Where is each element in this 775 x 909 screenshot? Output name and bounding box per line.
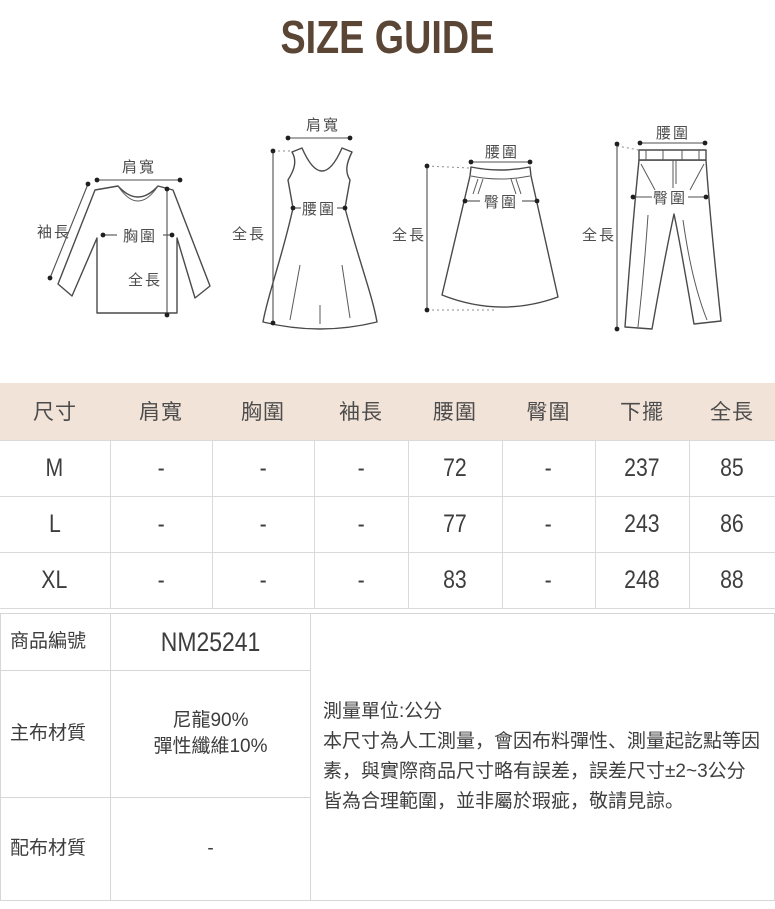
top-length-label: 全長 [128, 271, 162, 289]
lining-fabric-value: - [111, 798, 311, 900]
table-row-m: M - - - 72 - 237 85 [0, 439, 775, 496]
dress-garment-drawing: 肩寬 腰圍 全長 [232, 116, 378, 330]
m-hip: - [544, 453, 553, 482]
top-sleeve-label: 袖長 [37, 224, 71, 241]
header-shoulder: 肩寬 [110, 383, 212, 440]
header-sleeve: 袖長 [314, 383, 408, 440]
xl-waist: 83 [443, 565, 467, 594]
m-waist: 72 [443, 453, 467, 482]
skirt-garment-drawing: 腰圍 臀圍 全長 [392, 144, 559, 313]
l-hem: 243 [624, 509, 660, 538]
header-waist: 腰圍 [408, 383, 502, 440]
item-number-label: 商品編號 [1, 614, 111, 671]
pants-length-label: 全長 [582, 226, 616, 244]
xl-length: 88 [720, 565, 745, 594]
header-hem: 下擺 [595, 383, 689, 440]
dress-length-label: 全長 [232, 225, 266, 243]
m-hem: 237 [624, 453, 660, 482]
lining-fabric-label: 配布材質 [1, 798, 111, 900]
pants-garment-drawing: 腰圍 臀圍 全長 [582, 125, 722, 332]
m-sleeve: - [357, 453, 365, 482]
m-chest: - [259, 453, 267, 482]
top-chest-label: 胸圍 [123, 228, 157, 245]
size-table: 尺寸 肩寬 胸圍 袖長 腰圍 臀圍 下擺 全長 M - - - 72 - 237… [0, 383, 775, 609]
xl-chest: - [259, 565, 267, 594]
measurement-note: 測量單位:公分 本尺寸為人工測量，會因布料彈性、測量起訖點等因素，與實際商品尺寸… [311, 614, 774, 900]
skirt-waist-label: 腰圍 [485, 144, 519, 161]
header-size: 尺寸 [0, 383, 110, 440]
product-info-table: 商品編號 NM25241 主布材質 尼龍90% 彈性纖維10% 配布材質 - 測… [0, 613, 775, 901]
dress-waist-label: 腰圍 [302, 201, 336, 218]
size-xl: XL [41, 565, 68, 594]
item-number-value: NM25241 [160, 626, 261, 657]
m-shoulder: - [157, 453, 165, 482]
l-chest: - [259, 509, 267, 538]
main-fabric-value: 尼龍90% 彈性纖維10% [153, 708, 267, 759]
xl-sleeve: - [357, 565, 365, 594]
page-title-wrap: SIZE GUIDE [0, 12, 775, 63]
size-table-header: 尺寸 肩寬 胸圍 袖長 腰圍 臀圍 下擺 全長 [0, 383, 775, 440]
measurement-unit-line: 測量單位:公分 [323, 701, 443, 722]
l-sleeve: - [357, 509, 365, 538]
pants-garment-diagram: 腰圍 臀圍 全長 [575, 110, 775, 345]
xl-shoulder: - [157, 565, 165, 594]
size-l: L [48, 509, 61, 538]
table-row-xl: XL - - - 83 - 248 88 [0, 551, 775, 609]
xl-hip: - [544, 565, 553, 594]
top-garment-diagram: 肩寬 袖長 胸圍 全長 [20, 110, 220, 345]
l-length: 86 [720, 509, 745, 538]
size-m: M [45, 453, 64, 482]
pants-waist-label: 腰圍 [656, 125, 690, 142]
skirt-hip-label: 臀圍 [484, 194, 518, 211]
main-fabric-label: 主布材質 [1, 671, 111, 798]
l-waist: 77 [443, 509, 467, 538]
measurement-note-body: 本尺寸為人工測量，會因布料彈性、測量起訖點等因素，與實際商品尺寸略有誤差，誤差尺… [323, 731, 761, 812]
top-garment-drawing: 肩寬 袖長 胸圍 全長 [37, 158, 211, 318]
dress-shoulder-label: 肩寬 [306, 116, 340, 134]
pants-hip-label: 臀圍 [653, 190, 687, 207]
main-fabric-line2: 彈性纖維10% [153, 736, 268, 757]
main-fabric-line1: 尼龍90% [172, 710, 249, 732]
header-length: 全長 [689, 383, 775, 440]
l-hip: - [544, 509, 553, 538]
dress-garment-diagram: 肩寬 腰圍 全長 [230, 110, 400, 345]
page-title: SIZE GUIDE [280, 11, 495, 63]
header-hip: 臀圍 [502, 383, 595, 440]
xl-hem: 248 [624, 565, 660, 594]
l-shoulder: - [157, 509, 165, 538]
skirt-garment-diagram: 腰圍 臀圍 全長 [390, 110, 580, 345]
header-chest: 胸圍 [212, 383, 314, 440]
top-shoulder-label: 肩寬 [122, 158, 156, 176]
skirt-length-label: 全長 [392, 226, 426, 244]
table-row-l: L - - - 77 - 243 86 [0, 495, 775, 552]
m-length: 85 [720, 453, 745, 482]
